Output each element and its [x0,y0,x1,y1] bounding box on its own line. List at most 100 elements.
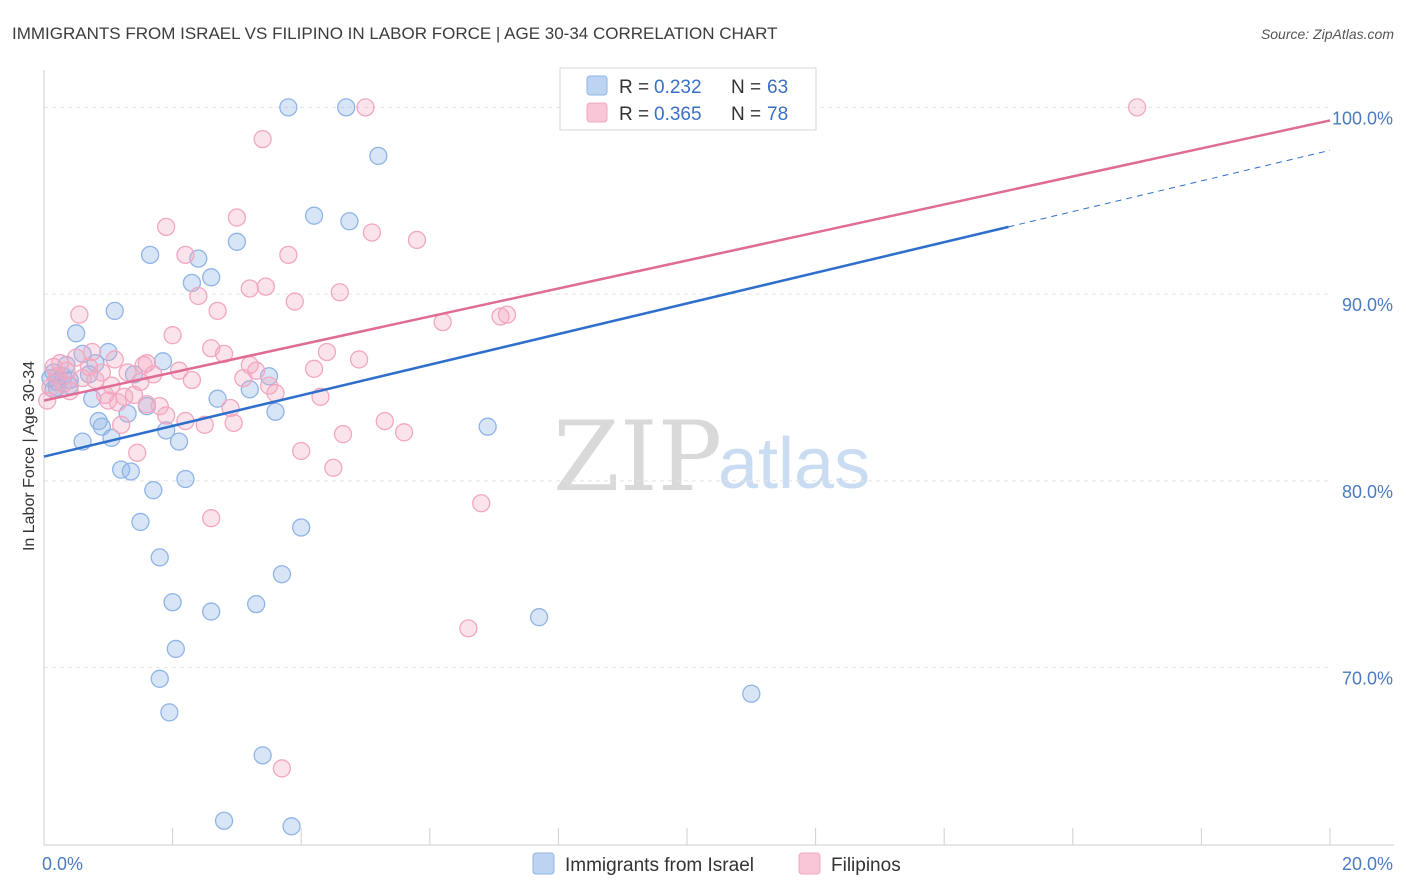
israel-point-14 [99,342,118,362]
x-tick-labels: 0.0% 20.0% [42,854,1393,874]
axes [43,70,1394,846]
legend-swatch-israel [586,75,608,96]
legend-n-value-filipino: 78 [767,104,788,125]
israel-point-43 [266,402,285,421]
gridlines [44,106,1330,669]
israel-point-23 [140,245,160,265]
filipino-point-72 [472,494,491,513]
israel-trendline-extension [1008,149,1331,228]
legend-n-label-filipino: N = [731,104,761,125]
israel-point-59 [742,684,761,703]
filipino-point-12 [83,342,102,362]
israel-point-55 [529,608,549,627]
filipino-point-37 [189,286,208,306]
filipino-point-6 [57,361,76,380]
israel-point-38 [227,232,247,251]
stats-legend: R = 0.232 N = 63 R = 0.365 N = 78 [559,67,817,131]
filipino-point-30 [157,406,176,425]
israel-point-48 [304,206,324,225]
filipino-point-73 [491,307,510,326]
filipino-point-63 [333,425,353,444]
filipino-point-40 [202,509,221,528]
filipino-point-52 [259,376,279,395]
filipino-point-9 [70,305,89,324]
israel-point-47 [292,518,311,537]
filipino-point-49 [247,361,266,380]
israel-point-31 [176,469,195,489]
israel-point-49 [337,98,356,117]
israel-point-39 [240,380,259,399]
filipino-point-18 [105,350,124,369]
filipino-point-32 [163,326,182,345]
filipino-point-71 [459,619,478,638]
y-axis-label: In Labor Force | Age 30-34 [21,361,38,551]
filipino-point-41 [208,301,227,321]
y-tick-label-3: 70.0% [1342,669,1393,689]
filipino-point-36 [182,370,202,390]
israel-point-11 [89,411,108,431]
filipino-point-56 [285,292,304,311]
filipino-point-24 [128,443,147,462]
series-legend: Immigrants from Israel Filipinos [532,852,901,876]
legend-n-label-israel: N = [731,77,761,98]
filipino-point-45 [227,208,247,227]
filipino-point-29 [150,396,169,416]
israel-point-54 [478,417,497,436]
chart-source: Source: ZipAtlas.com [1261,26,1394,42]
israel-point-34 [202,268,221,287]
watermark-atlas: atlas [718,424,870,504]
filipino-point-31 [157,217,176,237]
filipino-point-26 [134,355,153,375]
israel-point-37 [214,811,234,830]
watermark: ZIP atlas [553,401,870,513]
x-tick-label-1: 20.0% [1342,854,1393,874]
series-legend-swatch-israel [532,852,555,875]
filipino-point-35 [176,245,195,265]
israel-point-41 [253,746,272,765]
legend-r-label-israel: R = [619,77,649,98]
filipino-point-50 [253,129,272,149]
legend-swatch-filipino [586,102,608,123]
filipino-point-48 [240,279,259,298]
series-filipino-points [38,98,1147,778]
israel-point-21 [131,512,150,532]
israel-point-35 [202,602,221,621]
israel-point-53 [160,703,179,722]
israel-point-20 [124,365,144,384]
series-legend-swatch-filipino [798,852,821,875]
filipino-point-69 [407,230,427,250]
filipino-point-65 [356,98,375,117]
israel-point-29 [166,639,185,659]
watermark-zip: ZIP [553,401,722,513]
filipino-point-14 [92,363,112,382]
y-tick-label-2: 80.0% [1342,482,1393,502]
israel-point-52 [150,669,169,688]
israel-point-6 [67,324,86,343]
israel-point-16 [105,301,124,321]
trendlines [43,119,1331,458]
filipino-point-22 [118,363,137,382]
legend-r-label-filipino: R = [619,104,649,125]
filipino-point-57 [292,441,311,461]
filipino-point-74 [497,305,517,324]
filipino-point-64 [349,350,369,369]
legend-r-value-filipino: 0.365 [654,104,702,125]
series-israel-points [41,98,761,836]
series-legend-label-filipino: Filipinos [831,855,901,876]
legend-n-value-israel: 63 [767,77,788,98]
israel-point-26 [153,352,173,371]
filipino-point-68 [394,423,414,442]
filipino-point-8 [67,348,86,367]
israel-point-36 [208,389,227,408]
israel-point-51 [369,146,388,166]
filipino-point-61 [324,458,343,477]
israel-point-45 [279,98,298,117]
filipino-point-76 [1127,98,1147,117]
filipino-point-67 [375,411,394,431]
chart-title: IMMIGRANTS FROM ISRAEL VS FILIPINO IN LA… [12,24,777,43]
y-tick-label-1: 90.0% [1342,295,1393,315]
filipino-trendline [43,119,1331,402]
israel-point-28 [163,593,182,612]
filipino-point-51 [256,277,275,296]
